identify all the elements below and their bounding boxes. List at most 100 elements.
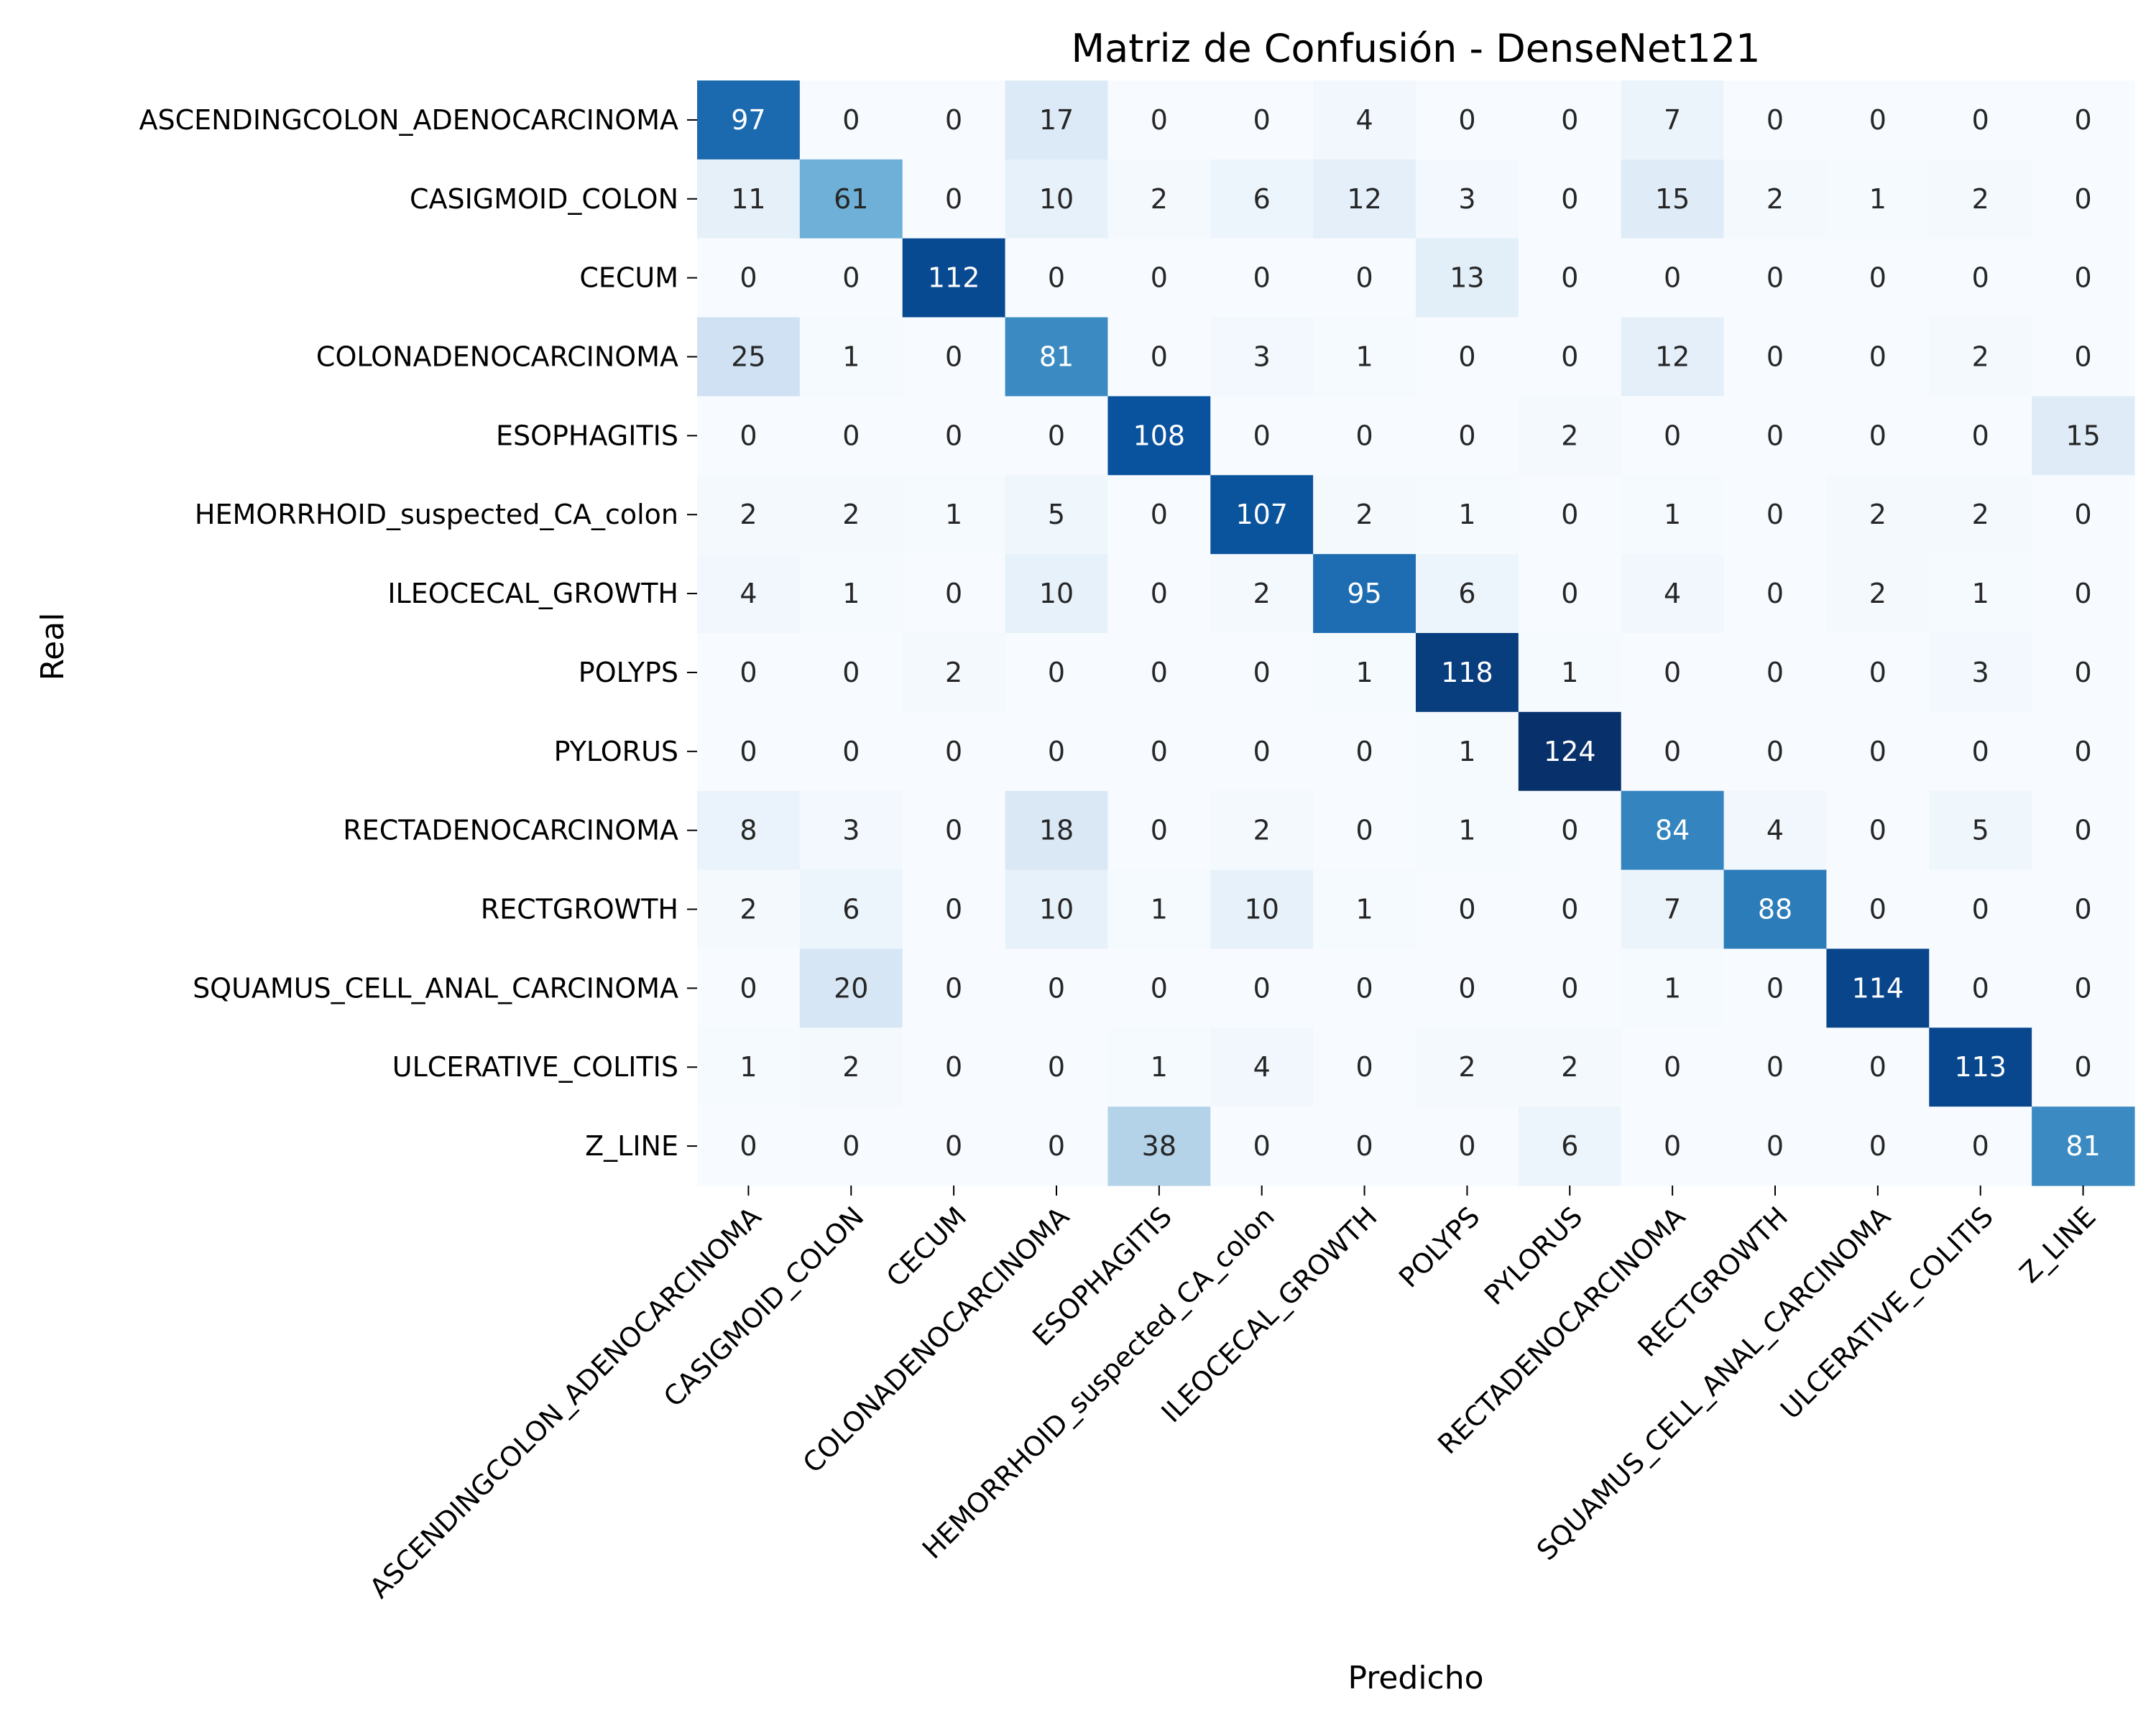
heatmap-cell-2-1	[799, 238, 903, 318]
cell-value-10-12: 0	[1972, 894, 1989, 925]
x-tick-label-12: ULCERATIVE_COLITIS	[1774, 1201, 1999, 1426]
cell-value-6-11: 2	[1869, 578, 1886, 609]
heatmap-cell-13-10	[1723, 1106, 1828, 1186]
heatmap-cell-1-1	[799, 159, 903, 239]
heatmap-cell-6-5	[1210, 554, 1314, 634]
x-tick-label-13: Z_LINE	[2014, 1201, 2102, 1289]
heatmap-cell-10-3	[1005, 869, 1109, 950]
heatmap-cell-13-8	[1518, 1106, 1622, 1186]
heatmap-cell-3-0	[697, 317, 801, 397]
cell-value-1-4: 2	[1151, 183, 1168, 215]
cell-value-2-8: 0	[1561, 262, 1578, 294]
heatmap-cell-8-1	[799, 711, 903, 792]
y-tick-label-6: ILEOCECAL_GROWTH	[387, 578, 678, 609]
heatmap-cell-4-5	[1210, 396, 1314, 476]
heatmap-cell-11-3	[1005, 948, 1109, 1028]
cell-value-2-1: 0	[842, 262, 860, 294]
cell-value-7-7: 118	[1441, 657, 1493, 688]
heatmap-cell-8-3	[1005, 711, 1109, 792]
cell-value-11-1: 20	[834, 972, 868, 1004]
cell-value-12-0: 1	[740, 1051, 757, 1083]
x-axis-label: Predicho	[1348, 1660, 1483, 1696]
heatmap-cell-1-6	[1313, 159, 1416, 239]
cell-value-10-3: 10	[1039, 894, 1074, 925]
cell-value-3-5: 3	[1253, 341, 1271, 373]
heatmap-cell-2-4	[1107, 238, 1211, 318]
heatmap-cell-10-10	[1723, 869, 1828, 950]
cell-value-9-13: 0	[2074, 815, 2091, 846]
heatmap-cell-0-3	[1005, 80, 1109, 160]
heatmap-cell-9-13	[2032, 790, 2135, 871]
y-tick-label-5: HEMORRHOID_suspected_CA_colon	[195, 499, 678, 530]
heatmap-cell-0-5	[1210, 80, 1314, 160]
cell-value-13-9: 0	[1664, 1130, 1681, 1162]
cell-value-7-4: 0	[1151, 657, 1168, 688]
cell-value-4-6: 0	[1355, 420, 1373, 451]
cell-value-12-2: 0	[945, 1051, 962, 1083]
heatmap-cell-13-11	[1826, 1106, 1930, 1186]
cell-value-12-5: 4	[1253, 1051, 1271, 1083]
cell-value-2-13: 0	[2074, 262, 2091, 294]
y-tick-label-4: ESOPHAGITIS	[496, 420, 678, 451]
heatmap-cell-3-13	[2032, 317, 2135, 397]
heatmap-cell-12-13	[2032, 1027, 2135, 1107]
heatmap-cell-1-13	[2032, 159, 2135, 239]
cell-value-0-10: 0	[1766, 104, 1784, 136]
cell-value-8-9: 0	[1664, 736, 1681, 767]
cell-value-3-10: 0	[1766, 341, 1784, 373]
heatmap-cell-5-5	[1210, 475, 1314, 555]
cell-value-1-12: 2	[1972, 183, 1989, 215]
heatmap-cell-3-6	[1313, 317, 1416, 397]
heatmap-cell-8-0	[697, 711, 801, 792]
cell-value-5-5: 107	[1235, 499, 1288, 530]
cell-value-11-9: 1	[1664, 972, 1681, 1004]
heatmap-cell-3-12	[1929, 317, 2032, 397]
heatmap-cell-5-0	[697, 475, 801, 555]
heatmap-cell-9-4	[1107, 790, 1211, 871]
cell-value-0-11: 0	[1869, 104, 1886, 136]
cell-value-6-13: 0	[2074, 578, 2091, 609]
heatmap-cell-0-7	[1416, 80, 1519, 160]
cell-value-12-3: 0	[1048, 1051, 1065, 1083]
cell-value-8-5: 0	[1253, 736, 1271, 767]
cell-value-7-9: 0	[1664, 657, 1681, 688]
heatmap-cell-8-4	[1107, 711, 1211, 792]
heatmap-cell-10-0	[697, 869, 801, 950]
cell-value-11-3: 0	[1048, 972, 1065, 1004]
cell-value-12-13: 0	[2074, 1051, 2091, 1083]
cell-value-13-2: 0	[945, 1130, 962, 1162]
cell-value-6-1: 1	[842, 578, 860, 609]
cell-value-9-3: 18	[1039, 815, 1074, 846]
heatmap-cell-7-10	[1723, 633, 1828, 713]
heatmap-cell-12-4	[1107, 1027, 1211, 1107]
cell-value-3-11: 0	[1869, 341, 1886, 373]
cell-value-8-13: 0	[2074, 736, 2091, 767]
cell-value-10-11: 0	[1869, 894, 1886, 925]
heatmap-cell-6-9	[1621, 554, 1725, 634]
cell-value-9-4: 0	[1151, 815, 1168, 846]
heatmap-cell-9-7	[1416, 790, 1519, 871]
heatmap-cell-13-6	[1313, 1106, 1416, 1186]
cell-value-2-11: 0	[1869, 262, 1886, 294]
cell-value-12-9: 0	[1664, 1051, 1681, 1083]
heatmap-cell-7-2	[902, 633, 1006, 713]
cell-value-0-3: 17	[1039, 104, 1074, 136]
heatmap-cell-2-0	[697, 238, 801, 318]
heatmap-cell-3-5	[1210, 317, 1314, 397]
heatmap-cell-5-2	[902, 475, 1006, 555]
cell-value-9-7: 1	[1458, 815, 1475, 846]
cell-value-0-1: 0	[842, 104, 860, 136]
cell-value-12-11: 0	[1869, 1051, 1886, 1083]
cell-value-9-0: 8	[740, 815, 757, 846]
heatmap-cell-8-6	[1313, 711, 1416, 792]
y-tick-label-2: CECUM	[579, 262, 678, 294]
cell-value-2-5: 0	[1253, 262, 1271, 294]
cell-value-1-0: 11	[731, 183, 765, 215]
heatmap-cell-3-11	[1826, 317, 1930, 397]
cell-value-11-4: 0	[1151, 972, 1168, 1004]
heatmap-cell-6-12	[1929, 554, 2032, 634]
cell-value-2-12: 0	[1972, 262, 1989, 294]
cell-value-11-5: 0	[1253, 972, 1271, 1004]
cell-value-6-3: 10	[1039, 578, 1074, 609]
heatmap-cell-7-6	[1313, 633, 1416, 713]
